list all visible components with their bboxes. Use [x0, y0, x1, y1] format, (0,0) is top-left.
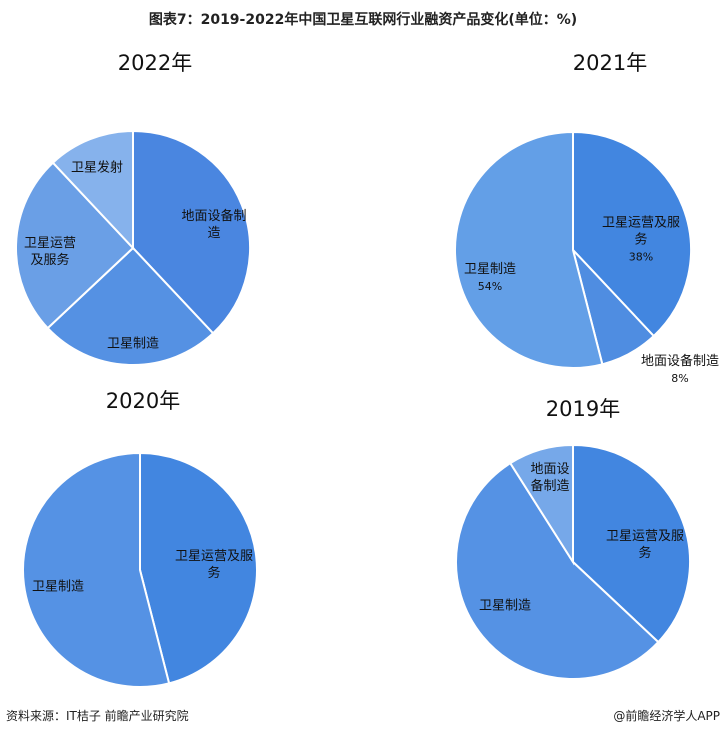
chart-title: 2022年: [117, 51, 193, 75]
category-label: 地面设备制造: [530, 462, 570, 494]
slice-label: 卫星制造: [93, 336, 173, 353]
pie-slice: [455, 461, 660, 680]
credit: @前瞻经济学人APP: [613, 709, 720, 723]
category-label: 地面设备制造: [641, 354, 720, 369]
slice-label: 卫星制造: [465, 598, 545, 615]
slice-label: 卫星运营及服务: [174, 548, 254, 582]
slice-label: 卫星制造: [18, 579, 98, 596]
category-label: 卫星运营及服务: [23, 236, 76, 268]
slice-label: 卫星发射: [62, 160, 132, 177]
category-label: 卫星制造: [106, 336, 159, 352]
slice-label: 卫星运营及服务: [19, 235, 81, 269]
chart-title: 2021年: [572, 51, 648, 75]
slice-label: 卫星运营及服务: [605, 528, 685, 562]
category-label: 卫星运营及服务: [174, 549, 253, 581]
slice-label: 地面设备制造 8%: [641, 353, 719, 387]
category-label: 卫星制造: [478, 598, 531, 614]
pie-slice: [139, 451, 258, 685]
chart-title: 2019年: [545, 397, 621, 421]
category-label: 卫星制造: [31, 579, 84, 595]
source: 资料来源：IT桔子 前瞻产业研究院: [6, 709, 189, 723]
value-label: 54%: [477, 280, 503, 293]
pie-slice: [51, 129, 134, 251]
category-label: 卫星运营及服务: [605, 529, 684, 561]
pie-slice: [46, 246, 215, 366]
slice-label: 地面设备制造: [526, 461, 574, 495]
pie-slice: [572, 130, 692, 338]
slice-label: 卫星制造 54%: [455, 261, 525, 295]
pie-slice: [508, 443, 574, 566]
value-label: 8%: [671, 372, 689, 385]
slice-label: 卫星运营及服务 38%: [601, 215, 681, 266]
pie-slice: [15, 161, 135, 330]
pie-slice: [22, 451, 171, 688]
pie-slice: [132, 129, 251, 335]
pie-slice: [572, 443, 691, 644]
slice-label: 地面设备制造: [178, 208, 250, 242]
category-label: 卫星发射: [70, 160, 123, 176]
category-label: 卫星运营及服务: [601, 215, 680, 248]
category-label: 地面设备制造: [181, 209, 247, 241]
chart-title: 2020年: [105, 389, 181, 413]
page-title: 图表7：2019-2022年中国卫星互联网行业融资产品变化(单位：%): [148, 12, 578, 28]
pie-slice: [454, 130, 604, 369]
category-label: 卫星制造: [463, 262, 516, 277]
value-label: 38%: [628, 250, 654, 264]
